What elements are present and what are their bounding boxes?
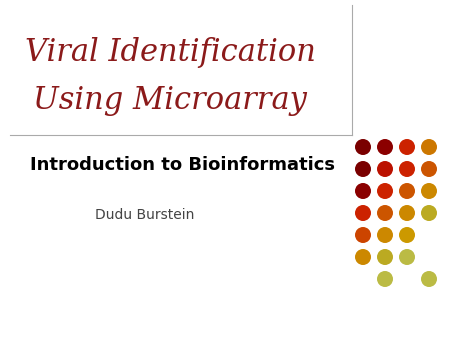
Circle shape (355, 227, 371, 243)
Circle shape (377, 205, 393, 221)
Circle shape (377, 271, 393, 287)
Circle shape (355, 249, 371, 265)
Circle shape (355, 183, 371, 199)
Circle shape (399, 183, 415, 199)
Circle shape (421, 183, 437, 199)
Text: Introduction to Bioinformatics: Introduction to Bioinformatics (30, 156, 335, 174)
Circle shape (377, 139, 393, 155)
Circle shape (377, 183, 393, 199)
Circle shape (399, 205, 415, 221)
Circle shape (399, 249, 415, 265)
Circle shape (399, 227, 415, 243)
Circle shape (399, 161, 415, 177)
Circle shape (355, 161, 371, 177)
Circle shape (399, 139, 415, 155)
Circle shape (377, 249, 393, 265)
Circle shape (421, 205, 437, 221)
Text: Using Microarray: Using Microarray (33, 84, 307, 116)
Text: Dudu Burstein: Dudu Burstein (95, 208, 194, 222)
Circle shape (377, 161, 393, 177)
Circle shape (421, 139, 437, 155)
Text: Viral Identification: Viral Identification (25, 37, 315, 68)
Circle shape (421, 271, 437, 287)
Circle shape (355, 139, 371, 155)
Circle shape (377, 227, 393, 243)
Circle shape (355, 205, 371, 221)
Circle shape (421, 161, 437, 177)
